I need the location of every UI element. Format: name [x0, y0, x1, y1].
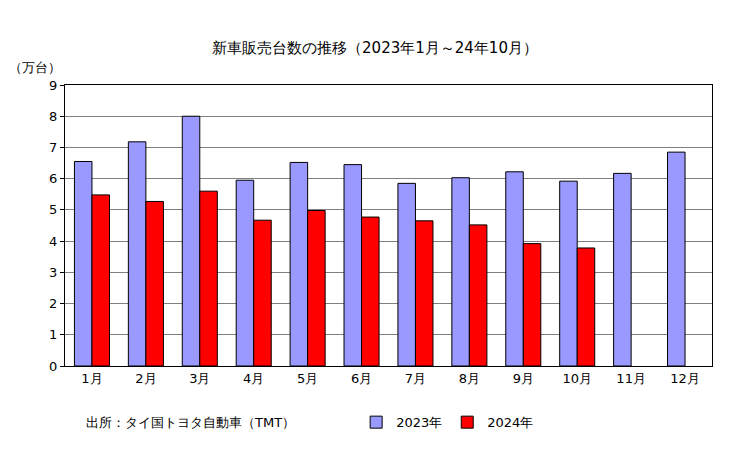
svg-text:2: 2: [49, 296, 57, 311]
svg-text:8: 8: [49, 109, 57, 124]
svg-text:0: 0: [49, 359, 57, 374]
svg-text:5: 5: [49, 202, 57, 217]
svg-text:10月: 10月: [562, 371, 592, 386]
svg-text:4: 4: [49, 234, 57, 249]
svg-text:7月: 7月: [405, 371, 426, 386]
svg-text:9月: 9月: [513, 371, 534, 386]
svg-text:7: 7: [49, 140, 57, 155]
svg-text:2月: 2月: [135, 371, 156, 386]
svg-text:3月: 3月: [189, 371, 210, 386]
svg-text:6月: 6月: [351, 371, 372, 386]
svg-text:9: 9: [49, 78, 57, 93]
svg-text:2024年: 2024年: [487, 415, 533, 430]
svg-text:新車販売台数の推移（2023年1月～24年10月）: 新車販売台数の推移（2023年1月～24年10月）: [212, 39, 538, 57]
svg-text:5月: 5月: [297, 371, 318, 386]
svg-text:1月: 1月: [81, 371, 102, 386]
svg-text:（万台）: （万台）: [9, 60, 61, 75]
svg-text:8月: 8月: [459, 371, 480, 386]
svg-text:2023年: 2023年: [396, 415, 442, 430]
svg-text:出所：タイ国トヨタ自動車（TMT）: 出所：タイ国トヨタ自動車（TMT）: [86, 415, 295, 430]
svg-text:6: 6: [49, 171, 57, 186]
svg-text:11月: 11月: [616, 371, 646, 386]
svg-text:4月: 4月: [243, 371, 264, 386]
svg-text:1: 1: [49, 327, 57, 342]
svg-text:12月: 12月: [670, 371, 700, 386]
svg-text:3: 3: [49, 265, 57, 280]
